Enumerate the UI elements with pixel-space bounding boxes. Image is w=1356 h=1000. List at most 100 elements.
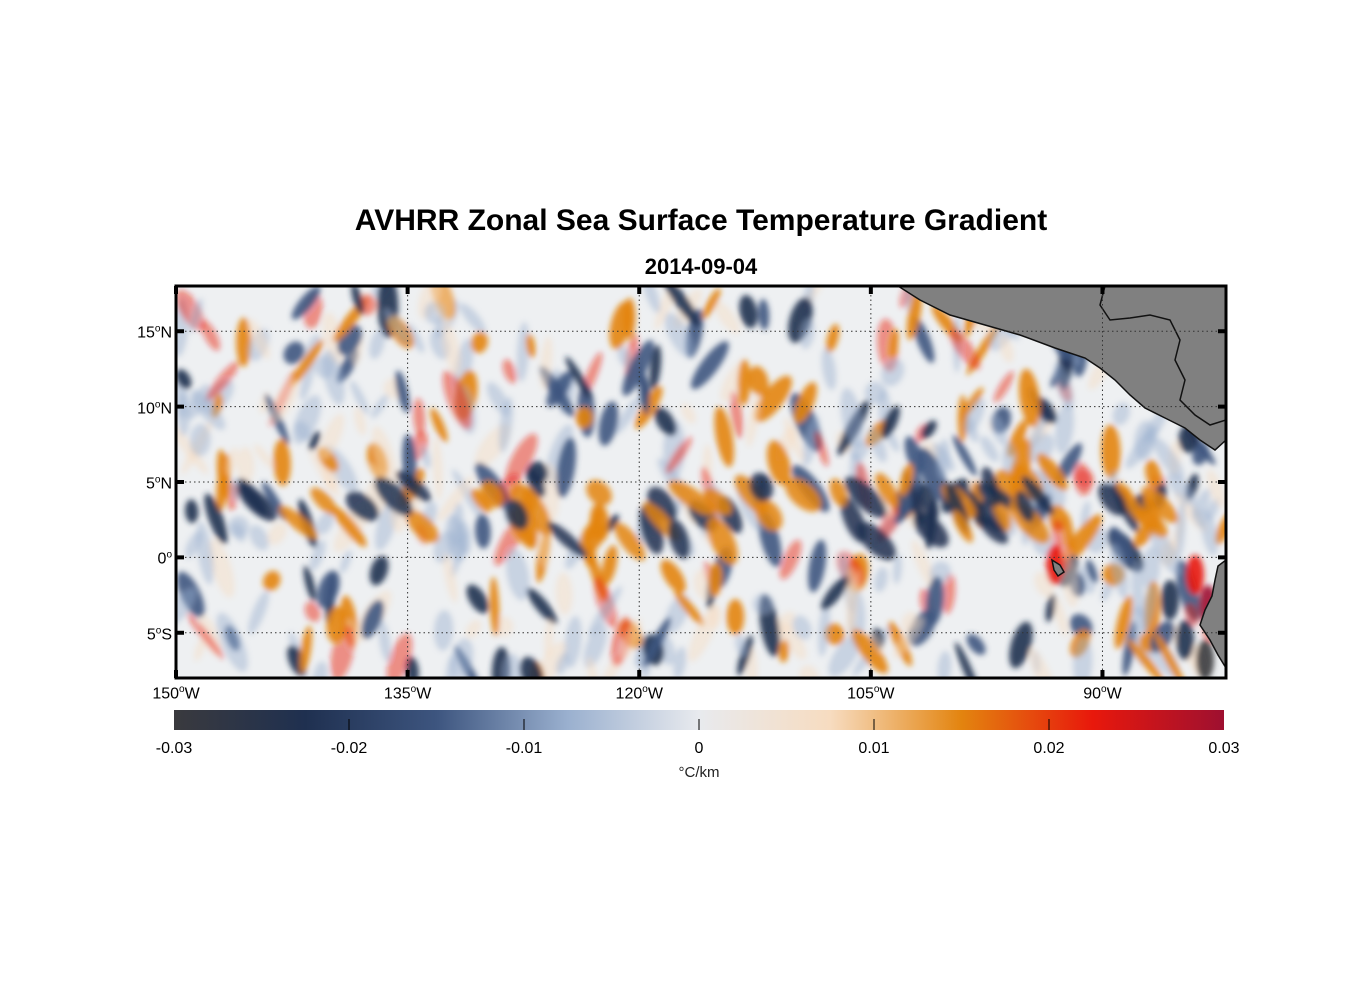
lon-label: 105oW [847,684,894,703]
gradient-feature [622,340,654,396]
lat-hemi: S [161,626,172,644]
gradient-feature [617,346,633,369]
lon-label: 135oW [384,684,431,703]
gradient-feature [892,617,925,659]
gradient-feature [911,540,937,593]
gradient-feature [829,478,848,507]
galapagos-island [1050,558,1065,578]
gradient-feature [926,576,944,626]
gradient-feature [1167,472,1197,507]
degree-sign: o [154,398,161,410]
degree-sign: o [166,549,172,561]
lat-label: 15oN [137,324,172,343]
gradient-feature [1073,462,1092,497]
gradient-feature [395,370,410,413]
gradient-feature [326,606,347,644]
gradient-feature [445,654,457,678]
gradient-feature [267,522,287,546]
gradient-feature [1114,595,1133,649]
gradient-feature [1009,621,1033,669]
gradient-feature [817,601,831,657]
colorbar-tick-label: 0 [694,740,704,757]
gradient-feature [526,587,558,624]
gradient-feature [225,447,238,476]
lon-deg: 150 [152,685,180,703]
gradient-feature [520,656,544,678]
lat-hemi: N [160,400,172,418]
gradient-feature [870,632,884,653]
gradient-feature [395,470,432,502]
gradient-feature [270,379,299,423]
gradient-feature [889,328,899,359]
gradient-feature [176,424,209,475]
colorbar-tick-label: -0.03 [155,740,193,757]
lon-label: 90oW [1083,684,1121,703]
gradient-feature [598,401,619,446]
gradient-feature [799,665,819,678]
gradient-feature [918,483,939,522]
gradient-feature [1206,469,1226,509]
gradient-feature [451,638,474,678]
gradient-feature [1055,402,1074,454]
gradient-feature [1141,486,1179,524]
gradient-feature [729,391,744,439]
gradient-feature [194,635,207,661]
gradient-feature [1149,620,1175,653]
gradient-feature [345,491,379,522]
gradient-feature [828,634,862,677]
gradient-feature [443,553,458,603]
south-america-land [1199,559,1226,670]
gradient-feature [273,439,291,487]
gradient-feature [406,510,439,543]
gradient-feature [977,481,1000,507]
gradient-feature [1021,475,1055,515]
lon-label: 120oW [616,684,663,703]
gradient-feature [1018,368,1041,428]
lat-hemi: N [160,324,172,342]
gradient-feature [1200,508,1218,556]
gradient-feature [1152,437,1185,481]
lat-deg: 10 [137,400,155,418]
gradient-feature [371,426,397,486]
gradient-feature [1109,526,1135,566]
gradient-feature [895,487,912,516]
gradient-feature [913,512,949,548]
gradient-feature [799,317,815,349]
lon-deg: 105 [847,685,874,703]
gradient-feature [649,344,662,390]
gradient-feature [505,433,538,485]
gradient-feature [206,361,240,402]
gradient-feature [361,599,384,639]
gradient-feature [643,617,671,668]
gradient-feature [614,396,641,435]
gradient-feature [668,480,716,516]
lat-deg: 5 [145,475,155,493]
gradient-feature [706,517,738,565]
gradient-feature [1037,453,1068,491]
gradient-feature [802,415,820,467]
gradient-feature [505,548,530,601]
gradient-feature [726,598,745,635]
gradient-feature [502,359,518,384]
gradient-feature [893,553,902,585]
gradient-feature [516,321,530,382]
gradient-feature [1131,560,1144,618]
gradient-feature [556,437,577,498]
gradient-feature [303,565,316,602]
gradient-feature [963,397,985,434]
gradient-feature [1029,433,1055,464]
gradient-feature [539,336,553,390]
gradient-feature [1196,640,1214,678]
gradient-feature [952,510,973,543]
gradient-feature [289,339,324,387]
gradient-feature [881,358,905,387]
gradient-feature [547,521,588,558]
lat-label: 5oN [146,474,172,493]
degree-sign: o [1101,684,1107,695]
gradient-feature [253,444,275,469]
gradient-feature [383,308,411,345]
gradient-feature [196,521,214,585]
gradient-feature [664,312,694,358]
gradient-feature [864,381,886,405]
